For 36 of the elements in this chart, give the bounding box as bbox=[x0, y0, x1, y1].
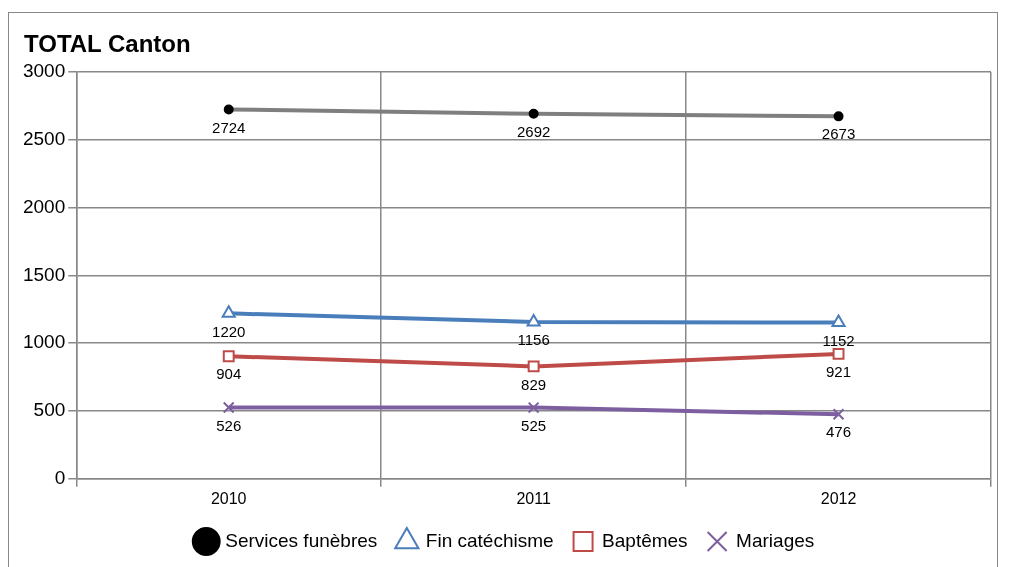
point bbox=[527, 360, 540, 373]
x-tick-label: 2010 bbox=[210, 489, 247, 507]
data-label: 526 bbox=[216, 416, 242, 434]
data-label: 829 bbox=[521, 375, 547, 393]
y-tick-label: 0 bbox=[54, 467, 66, 489]
chart-title: TOTAL Canton bbox=[24, 30, 191, 58]
data-label: 1156 bbox=[517, 331, 550, 349]
point bbox=[831, 314, 846, 328]
data-label: 476 bbox=[826, 423, 852, 441]
y-tick-label: 500 bbox=[33, 399, 66, 421]
y-tick-label: 2500 bbox=[22, 128, 66, 150]
legend-label: Services funèbres bbox=[225, 529, 378, 551]
x-tick-label: 2012 bbox=[820, 489, 857, 507]
data-label: 904 bbox=[216, 365, 242, 383]
y-tick-label: 1000 bbox=[22, 331, 66, 353]
point bbox=[221, 305, 236, 318]
data-label: 1152 bbox=[822, 331, 855, 349]
y-tick-label: 2000 bbox=[22, 195, 66, 217]
legend-label: Baptêmes bbox=[602, 529, 688, 551]
data-label: 2673 bbox=[821, 125, 856, 143]
data-label: 525 bbox=[521, 416, 547, 434]
x-tick-label: 2011 bbox=[516, 489, 551, 507]
legend-label: Fin catéchisme bbox=[425, 529, 554, 551]
y-tick-label: 1500 bbox=[22, 263, 66, 285]
data-label: 2692 bbox=[516, 122, 551, 140]
y-tick-label: 3000 bbox=[22, 60, 66, 82]
point bbox=[222, 401, 235, 414]
data-label: 921 bbox=[826, 363, 852, 381]
data-label: 1220 bbox=[212, 322, 246, 340]
point bbox=[527, 401, 540, 414]
legend-label: Mariages bbox=[736, 529, 815, 551]
data-label: 2724 bbox=[212, 118, 246, 136]
point bbox=[526, 314, 541, 327]
point bbox=[222, 350, 235, 363]
point bbox=[832, 347, 845, 360]
point bbox=[832, 408, 845, 421]
